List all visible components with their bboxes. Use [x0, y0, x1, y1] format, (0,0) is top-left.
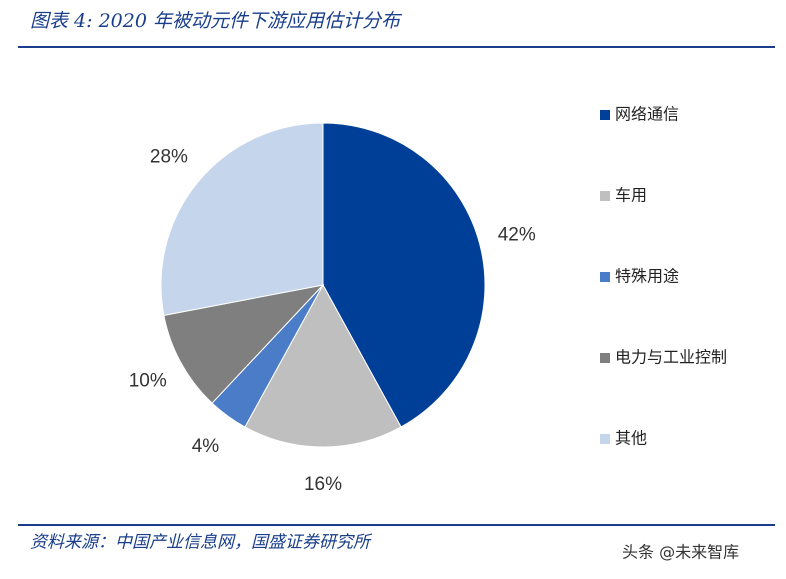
data-label: 16%	[304, 474, 342, 495]
legend-label: 电力与工业控制	[615, 348, 727, 367]
legend-swatch	[600, 191, 610, 201]
legend-swatch	[600, 434, 610, 444]
pie-slice	[163, 284, 325, 404]
legend-label: 网络通信	[615, 105, 679, 124]
legend-label: 车用	[615, 186, 647, 205]
data-label: 28%	[150, 147, 188, 168]
legend-label: 特殊用途	[615, 267, 679, 286]
data-label: 10%	[129, 370, 167, 391]
chart-title: 图表 4: 2020 年被动元件下游应用估计分布	[30, 10, 403, 32]
pie-slice	[244, 283, 402, 448]
legend-swatch	[600, 110, 610, 120]
pie-slice	[160, 122, 324, 316]
legend-label: 其他	[615, 429, 647, 448]
pie-slice	[322, 122, 486, 428]
data-label: 42%	[498, 224, 536, 245]
legend-swatch	[600, 353, 610, 363]
legend-swatch	[600, 272, 610, 282]
watermark: 头条 @未来智库	[622, 543, 739, 562]
data-label: 4%	[192, 436, 220, 457]
source: 资料来源：中国产业信息网，国盛证券研究所	[30, 533, 373, 553]
